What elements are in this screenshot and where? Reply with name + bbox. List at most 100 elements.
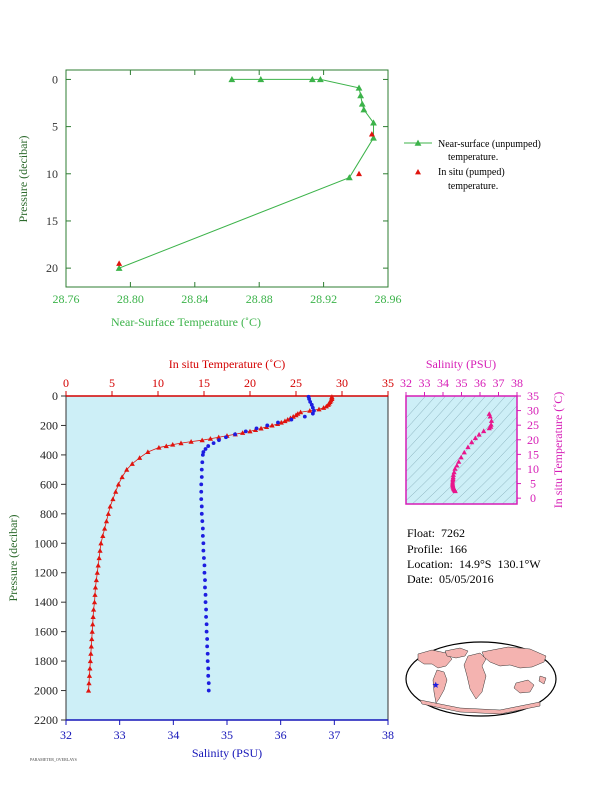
map-landmass-australia xyxy=(513,679,535,694)
pressure-tick-label: 2000 xyxy=(34,684,58,698)
temperature-point xyxy=(93,577,99,583)
temperature-point xyxy=(105,511,111,516)
temperature-point xyxy=(119,474,125,480)
temperature-point xyxy=(86,673,93,678)
salinity-point xyxy=(201,450,206,454)
temperature-point xyxy=(124,467,130,472)
temperature-point xyxy=(113,489,119,494)
ts-y-tick-label: 25 xyxy=(527,418,539,432)
density-contour xyxy=(406,396,506,501)
temperature-point xyxy=(87,665,93,671)
salinity-point xyxy=(310,411,315,416)
pressure-tick-label: 1000 xyxy=(34,536,58,550)
legend-in-situ-label-2: temperature. xyxy=(448,181,498,192)
pressure-tick-label: 600 xyxy=(40,477,58,491)
near-surface-point xyxy=(357,92,365,99)
density-contour xyxy=(471,459,517,504)
salinity-point xyxy=(224,435,228,440)
temperature-point xyxy=(110,496,116,502)
location-text: Location: 14.9°S 130.1°W xyxy=(407,557,541,571)
temperature-point xyxy=(91,599,98,605)
ts-x-tick-label: 35 xyxy=(456,376,468,390)
near-surface-point xyxy=(228,76,236,83)
pressure-tick-label: 400 xyxy=(40,448,58,462)
ts-point xyxy=(454,462,460,468)
profile-y-label: Pressure (decibar) xyxy=(6,515,20,602)
temperature-point xyxy=(86,680,92,686)
ts-y-label: In situ Temperature (˚C) xyxy=(551,392,565,509)
temperature-point xyxy=(107,503,113,509)
temperature-point xyxy=(90,621,96,627)
legend-in-situ-label-1: In situ (pumped) xyxy=(438,167,505,178)
temperature-point xyxy=(170,442,176,447)
ts-point xyxy=(458,454,464,460)
pressure-tick-label: 1200 xyxy=(34,566,58,580)
salinity-point xyxy=(309,402,314,407)
near-surface-y-tick-label: 10 xyxy=(46,167,58,181)
salinity-point xyxy=(204,622,209,627)
salinity-point xyxy=(310,405,315,410)
salinity-point xyxy=(308,399,313,404)
in-situ-point xyxy=(368,131,375,137)
temperature-profile-markers xyxy=(85,394,335,693)
world-map xyxy=(405,641,557,717)
temperature-point xyxy=(178,440,184,446)
temperature-point xyxy=(88,651,94,656)
pressure-tick-label: 1800 xyxy=(34,654,58,668)
temperature-point xyxy=(269,422,275,428)
temperature-point xyxy=(89,629,95,634)
ts-y-tick-label: 10 xyxy=(527,462,539,476)
ts-x-tick-label: 38 xyxy=(511,376,523,390)
profile-pressure-axis: 0 200 400 600 800 1000 1200 1400 1600 1800 2000 220… xyxy=(34,389,66,727)
salinity-point xyxy=(200,460,205,465)
near-surface-series-line xyxy=(118,78,375,269)
near-surface-x-tick-label: 28.80 xyxy=(117,292,144,306)
ts-point xyxy=(469,439,475,445)
temperature-point xyxy=(207,436,214,441)
temperature-point xyxy=(103,518,110,524)
ts-x-tick-label: 32 xyxy=(400,376,412,390)
salinity-point xyxy=(206,681,211,686)
salinity-point xyxy=(206,666,211,671)
float-id-text: Float: 7262 xyxy=(407,526,466,540)
near-surface-x-tick-label: 28.76 xyxy=(53,292,80,306)
pressure-tick-label: 800 xyxy=(40,507,58,521)
temperature-point xyxy=(290,414,296,419)
pressure-tick-label: 200 xyxy=(40,418,58,432)
near-surface-point xyxy=(115,264,123,271)
salinity-point xyxy=(205,659,210,663)
salinity-point xyxy=(217,438,221,443)
temperature-point xyxy=(100,533,106,538)
ts-point xyxy=(488,418,495,423)
ts-y-tick-label: 35 xyxy=(527,389,539,403)
density-contour xyxy=(406,396,466,462)
salinity-point xyxy=(200,453,205,457)
density-contour xyxy=(406,396,486,482)
temperature-point xyxy=(293,412,299,418)
temperature-point xyxy=(97,548,103,553)
temperature-point xyxy=(258,425,264,431)
map-landmass-islands xyxy=(538,675,547,685)
footer-note: PARAMETER_OVERLAYS xyxy=(30,757,77,762)
density-contour xyxy=(451,438,517,504)
temperature-point xyxy=(298,409,304,415)
ts-points xyxy=(450,411,495,494)
salinity-point xyxy=(205,651,210,656)
density-contour xyxy=(406,396,476,472)
salinity-point xyxy=(243,429,248,434)
density-contour xyxy=(481,470,517,504)
salinity-point xyxy=(205,637,210,641)
salinity-point xyxy=(202,563,207,568)
temperature-point xyxy=(92,584,99,590)
temperature-point xyxy=(188,439,194,444)
salinity-point xyxy=(200,534,205,538)
temperature-tick-label: 0 xyxy=(63,376,69,390)
near-surface-legend: Near-surface (unpumped) temperature. In … xyxy=(404,139,541,192)
temperature-tick-label: 25 xyxy=(290,376,302,390)
temperature-tick-label: 35 xyxy=(382,376,394,390)
map-landmass-greenland xyxy=(444,647,469,659)
salinity-tick-label: 35 xyxy=(221,728,233,742)
density-contour xyxy=(441,427,517,504)
near-surface-y-tick-label: 5 xyxy=(52,120,58,134)
